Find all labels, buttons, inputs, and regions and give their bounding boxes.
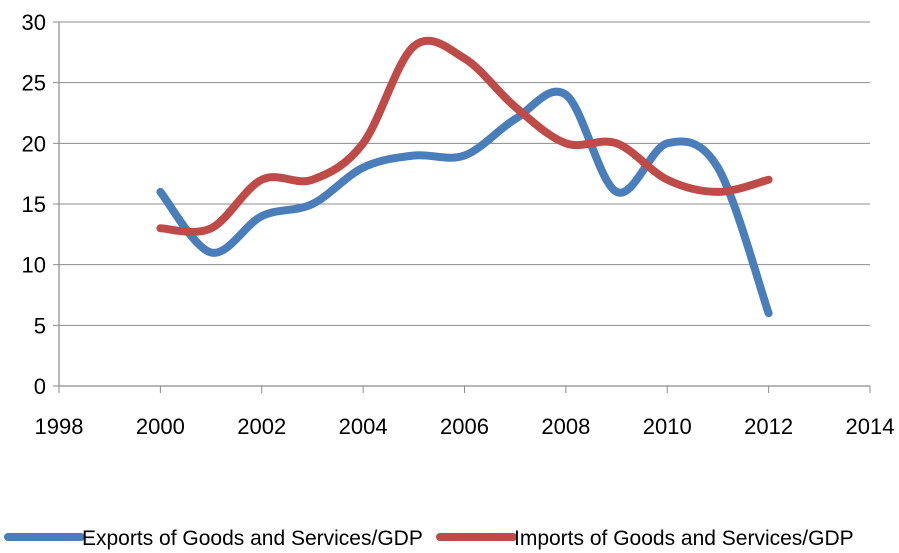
y-tick-label: 5 xyxy=(34,313,46,338)
legend: Exports of Goods and Services/GDP Imports… xyxy=(4,527,854,550)
x-tick-label: 2012 xyxy=(744,414,793,439)
x-tick-label: 2010 xyxy=(643,414,692,439)
x-tick-label: 2014 xyxy=(846,414,895,439)
y-tick-label: 0 xyxy=(34,374,46,399)
axes xyxy=(53,21,871,393)
legend-label: Exports of Goods and Services/GDP xyxy=(82,527,423,550)
x-tick-label: 2002 xyxy=(237,414,286,439)
y-tick-label: 15 xyxy=(22,192,46,217)
grid-lines xyxy=(59,21,870,326)
y-tick-label: 30 xyxy=(22,10,46,35)
x-tick-label: 1998 xyxy=(35,414,84,439)
legend-label: Imports of Goods and Services/GDP xyxy=(514,527,854,550)
series-line-imports xyxy=(156,36,773,236)
x-tick-label: 2004 xyxy=(339,414,388,439)
y-tick-label: 10 xyxy=(22,253,46,278)
x-tick-label: 2006 xyxy=(440,414,489,439)
tick-labels: 0 5 10 15 20 25 30 1998 2000 2002 2004 2006 2008 2010… xyxy=(22,10,895,439)
series-line-exports xyxy=(156,87,773,318)
x-tick-label: 2000 xyxy=(136,414,185,439)
y-tick-label: 20 xyxy=(22,131,46,156)
series-lines xyxy=(156,36,773,318)
y-tick-label: 25 xyxy=(22,71,46,96)
x-tick-label: 2008 xyxy=(541,414,590,439)
